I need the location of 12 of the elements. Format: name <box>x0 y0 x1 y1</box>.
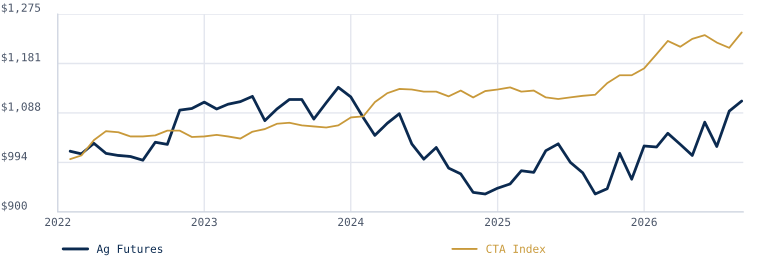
y-tick-label: $994 <box>2 152 28 162</box>
x-tick-label: 2026 <box>632 218 657 226</box>
y-tick-label: $900 <box>2 201 27 212</box>
y-tick-label: $1,088 <box>2 102 40 112</box>
x-tick-label: 2022 <box>45 218 70 226</box>
y-tick-label: $1,275 <box>2 3 40 14</box>
x-tick-label: 2023 <box>192 218 217 226</box>
legend-label: CTA Index <box>486 244 546 253</box>
x-tick-label: 2025 <box>485 218 510 226</box>
x-tick-label: 2024 <box>338 218 364 226</box>
legend-label: Ag Futures <box>96 244 162 256</box>
y-tick-label: $1,181 <box>2 52 40 63</box>
